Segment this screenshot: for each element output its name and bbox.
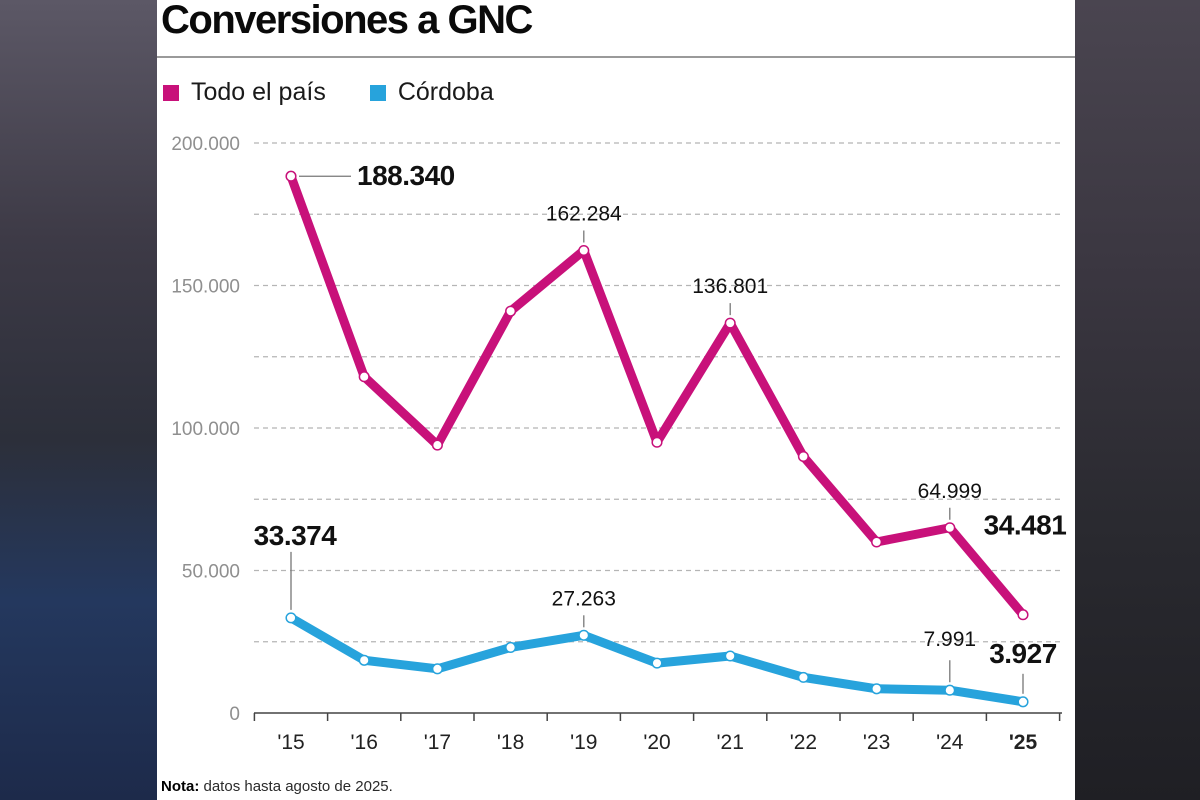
x-tick-label: '25 xyxy=(1009,731,1038,754)
data-point xyxy=(578,629,590,641)
y-tick-label: 200.000 xyxy=(171,134,240,155)
y-tick-label: 50.000 xyxy=(182,562,240,583)
data-label: 64.999 xyxy=(918,480,982,503)
data-point xyxy=(944,684,956,696)
data-point xyxy=(944,522,956,534)
y-tick-label: 0 xyxy=(229,704,240,725)
chart-panel: Conversiones a GNC Todo el país Córdoba … xyxy=(157,0,1075,800)
x-tick-label: '22 xyxy=(790,731,817,754)
data-point xyxy=(358,371,370,383)
data-point xyxy=(871,683,883,695)
legend: Todo el país Córdoba xyxy=(163,78,538,107)
data-point xyxy=(1017,609,1029,621)
data-point xyxy=(285,170,297,182)
data-point xyxy=(871,536,883,548)
x-tick-label: '24 xyxy=(936,731,964,754)
data-point xyxy=(578,244,590,257)
chart-title: Conversiones a GNC xyxy=(161,0,533,42)
footnote-text: datos hasta agosto de 2025. xyxy=(199,778,393,795)
legend-swatch-cordoba xyxy=(369,84,386,101)
series-line-pais xyxy=(286,171,1028,620)
legend-item-pais: Todo el país xyxy=(163,78,326,107)
x-tick-label: '16 xyxy=(351,731,378,754)
data-label: 3.927 xyxy=(989,638,1057,669)
data-point xyxy=(505,305,517,317)
footnote: Nota: datos hasta agosto de 2025. xyxy=(161,778,393,795)
y-tick-label: 100.000 xyxy=(171,419,240,440)
line-chart: 0 50.000 100.000 150.000 200.000 '15 '16 '17 '18… xyxy=(171,134,1067,754)
data-point xyxy=(797,450,809,463)
legend-label-cordoba: Córdoba xyxy=(397,78,494,106)
data-point xyxy=(358,654,370,666)
footnote-label: Nota: xyxy=(161,778,200,795)
x-tick-label: '23 xyxy=(863,731,890,754)
data-label: 27.263 xyxy=(552,587,616,610)
data-point xyxy=(651,657,663,669)
title-divider xyxy=(157,56,1075,58)
data-label: 188.340 xyxy=(357,160,455,191)
x-tick-label: '18 xyxy=(497,731,524,754)
data-label: 7.991 xyxy=(924,628,977,651)
data-point xyxy=(651,436,663,448)
background-right xyxy=(1075,0,1200,800)
data-point xyxy=(1017,696,1029,708)
legend-item-cordoba: Córdoba xyxy=(369,78,494,107)
legend-swatch-pais xyxy=(163,84,179,101)
x-tick-label: '20 xyxy=(643,731,670,754)
data-point xyxy=(724,650,736,662)
x-tick-label: '17 xyxy=(424,731,451,754)
data-label: 136.801 xyxy=(692,275,768,298)
data-point xyxy=(797,671,809,683)
data-point xyxy=(431,439,443,451)
data-point xyxy=(285,612,297,624)
data-label: 162.284 xyxy=(546,202,622,225)
y-tick-label: 150.000 xyxy=(171,277,240,298)
data-point xyxy=(505,641,517,654)
data-label: 33.374 xyxy=(254,520,338,551)
data-label: 34.481 xyxy=(984,510,1067,541)
x-tick-label: '21 xyxy=(717,731,744,754)
x-tick-label: '15 xyxy=(277,731,304,754)
data-point xyxy=(431,663,443,675)
legend-label-pais: Todo el país xyxy=(191,78,326,106)
data-point xyxy=(724,317,736,329)
background-left xyxy=(0,0,157,800)
x-tick-label: '19 xyxy=(570,731,597,754)
